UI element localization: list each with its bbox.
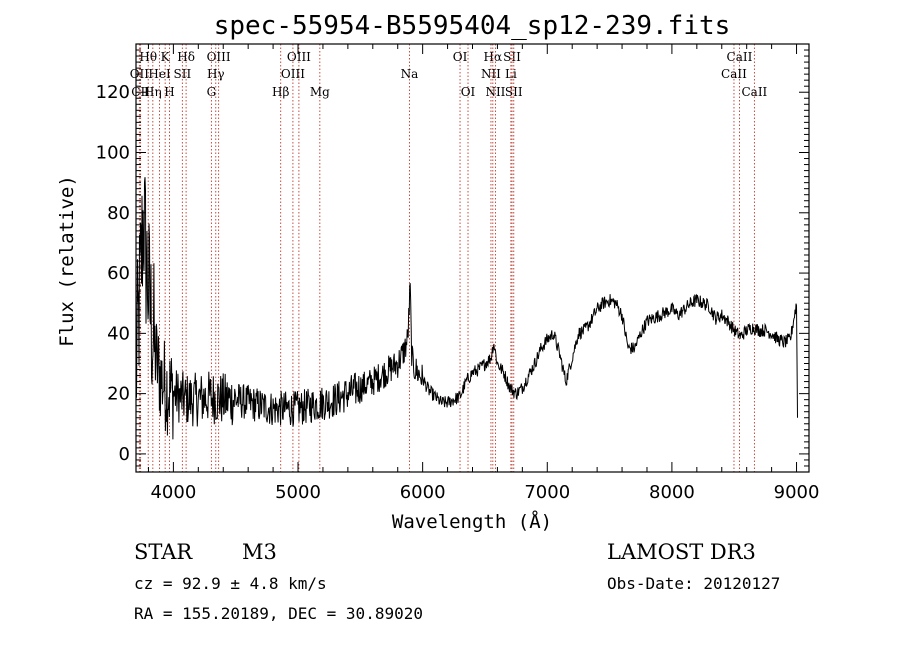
observation-date: Obs-Date: 20120127	[607, 574, 780, 593]
x-axis-label: Wavelength (Å)	[392, 510, 552, 533]
line-marker-label: Na	[401, 67, 419, 81]
line-marker-label: CaII	[721, 67, 747, 81]
line-marker-label: K	[161, 50, 171, 64]
line-marker-label: OIII	[207, 50, 231, 64]
object-class: STAR	[134, 540, 193, 564]
line-marker-label: OI	[453, 50, 468, 64]
line-marker-label: HeI	[148, 67, 171, 81]
line-marker-label: Hγ	[207, 67, 225, 81]
line-marker-label: CaII	[727, 50, 753, 64]
line-marker-label: H	[164, 85, 174, 99]
y-tick-label: 120	[96, 82, 130, 103]
x-tick-label: 4000	[150, 482, 196, 503]
y-tick-label: 20	[107, 384, 130, 405]
y-tick-label: 60	[107, 263, 130, 284]
y-tick-label: 0	[119, 444, 130, 465]
line-marker-label: SII	[505, 85, 523, 99]
line-marker-label: Li	[505, 67, 517, 81]
y-tick-label: 40	[107, 323, 130, 344]
plot-frame	[135, 43, 810, 473]
object-subclass: M3	[242, 540, 277, 564]
y-tick-label: 80	[107, 203, 130, 224]
line-marker-label: OIII	[287, 50, 311, 64]
line-marker-label: CaII	[741, 85, 767, 99]
x-tick-label: 7000	[524, 482, 570, 503]
x-tick-label: 8000	[649, 482, 695, 503]
y-axis-label: Flux (relative)	[56, 175, 78, 347]
coordinates: RA = 155.20189, DEC = 30.89020	[134, 604, 423, 623]
x-tick-label: 6000	[400, 482, 446, 503]
chart-title: spec-55954-B5595404_sp12-239.fits	[214, 11, 731, 41]
x-tick-label: 9000	[774, 482, 820, 503]
line-marker-label: NII	[485, 85, 505, 99]
line-marker-label: Hθ	[139, 50, 157, 64]
line-marker-label: Mg	[310, 85, 330, 99]
y-tick-label: 100	[96, 143, 130, 164]
line-marker-label: Hβ	[272, 85, 289, 99]
line-marker-label: SII	[174, 67, 192, 81]
line-marker-label: Hη	[144, 85, 162, 99]
line-marker-label: Hα	[484, 50, 503, 64]
line-marker-label: OIII	[281, 67, 305, 81]
line-marker-label: G	[207, 85, 217, 99]
survey-name: LAMOST DR3	[607, 540, 756, 564]
line-marker-label: Hδ	[177, 50, 195, 64]
line-marker-label: SII	[503, 50, 521, 64]
line-marker-label: OI	[461, 85, 476, 99]
line-marker-label: NII	[481, 67, 501, 81]
spectrum-line	[135, 177, 798, 440]
redshift-value: cz = 92.9 ± 4.8 km/s	[134, 574, 327, 593]
axis-ticks: 4000 5000 6000 7000 8000 9000 0 20 40 60 80 100 120	[96, 44, 820, 503]
x-tick-label: 5000	[275, 482, 321, 503]
